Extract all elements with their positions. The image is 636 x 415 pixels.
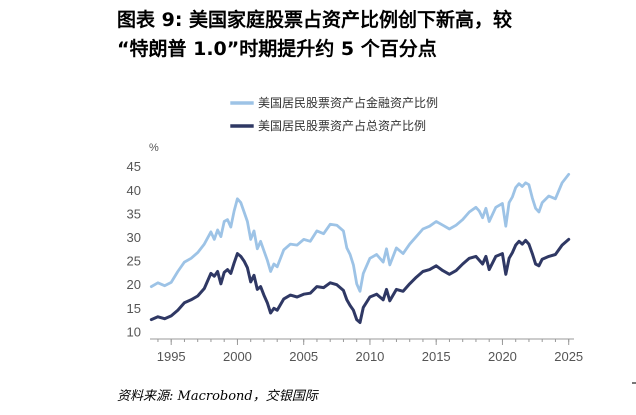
y-tick-label: 45 xyxy=(127,159,141,174)
adjacent-page-rule xyxy=(632,382,636,384)
x-tick-label: 1995 xyxy=(157,349,186,364)
x-axis: 1995 2000 2005 2010 2015 2020 2025 xyxy=(157,339,583,364)
figure-title-line-2: “特朗普 1.0”时期提升约 5 个百分点 xyxy=(117,38,437,60)
legend: 美国居民股票资产占金融资产比例 美国居民股票资产占总资产比例 xyxy=(230,95,438,133)
y-tick-label: 40 xyxy=(127,183,141,198)
y-tick-label: 25 xyxy=(127,254,141,269)
y-tick-label: 15 xyxy=(127,301,141,316)
legend-label-financial: 美国居民股票资产占金融资产比例 xyxy=(258,95,438,110)
y-tick-label: 10 xyxy=(127,324,141,339)
x-tick-label: 2005 xyxy=(289,349,318,364)
x-tick-label: 2015 xyxy=(422,349,451,364)
series-line-total-assets xyxy=(149,237,571,324)
x-tick-label: 2020 xyxy=(488,349,517,364)
x-tick-label: 2010 xyxy=(355,349,384,364)
plot-area xyxy=(149,172,571,324)
source-note: 资料来源: Macrobond，交银国际 xyxy=(117,389,318,404)
y-tick-label: 20 xyxy=(127,277,141,292)
y-axis-unit: % xyxy=(149,142,159,154)
legend-label-total: 美国居民股票资产占总资产比例 xyxy=(258,118,426,133)
y-tick-label: 30 xyxy=(127,230,141,245)
x-tick-label: 2000 xyxy=(223,349,252,364)
x-tick-label: 2025 xyxy=(554,349,583,364)
figure-title-line-1: 图表 9: 美国家庭股票占资产比例创下新高，较 xyxy=(117,9,513,31)
series-line-financial-assets xyxy=(149,172,571,293)
y-axis: 10 15 20 25 30 35 40 45 xyxy=(127,159,141,339)
y-tick-label: 35 xyxy=(127,206,141,221)
figure-title: 图表 9: 美国家庭股票占资产比例创下新高，较 “特朗普 1.0”时期提升约 5… xyxy=(117,6,577,64)
